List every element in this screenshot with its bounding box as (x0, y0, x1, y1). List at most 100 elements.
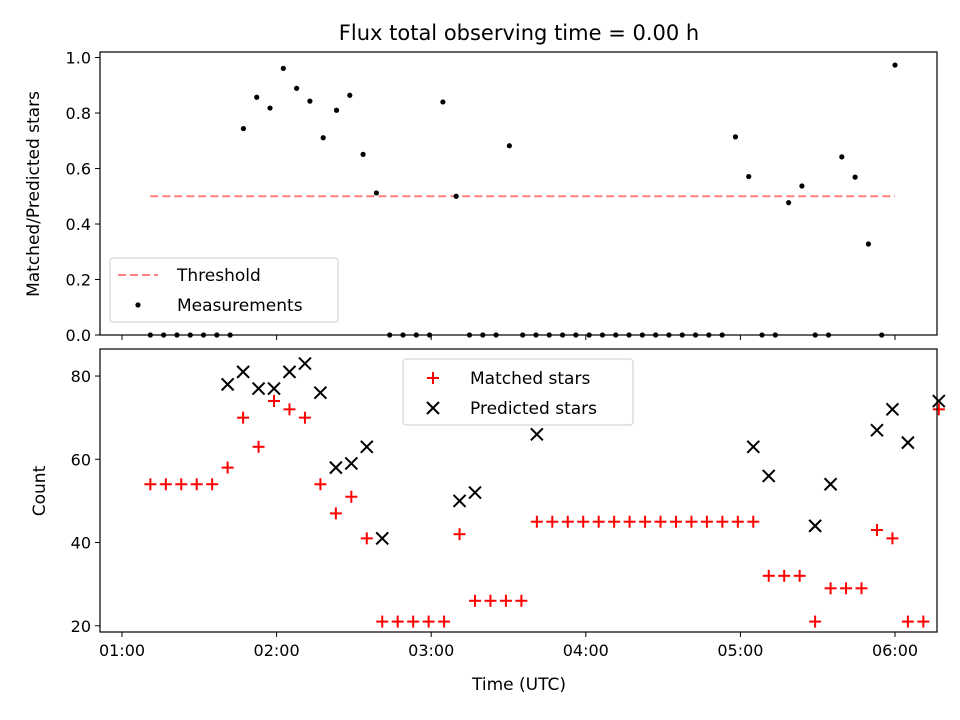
matched-star-point (669, 515, 682, 528)
matched-star-point (283, 403, 296, 416)
matched-star-point (438, 615, 451, 628)
matched-star-point (175, 478, 188, 491)
matched-star-point (747, 515, 760, 528)
bottom-x-tick-label: 06:00 (872, 641, 918, 660)
bottom-x-tick-label: 03:00 (408, 641, 454, 660)
top-y-tick-label: 0.2 (66, 271, 91, 290)
matched-star-point (855, 582, 868, 595)
predicted-star-point (251, 381, 266, 396)
measurement-point (240, 125, 247, 132)
measurement-point (373, 190, 379, 196)
measurement-point (333, 107, 340, 113)
chart-title: Flux total observing time = 0.00 h (339, 21, 699, 45)
matched-star-point (407, 615, 420, 628)
predicted-star-point (375, 531, 389, 546)
top-legend-box (109, 257, 339, 323)
bottom-y-axis-label: Count (30, 465, 50, 516)
predicted-star-point (313, 385, 328, 400)
matched-star-point (252, 440, 265, 453)
matched-star-point (484, 594, 497, 607)
predicted-star-point-b (251, 381, 266, 396)
predicted-star-point-b (298, 356, 312, 371)
predicted-star-point (808, 519, 822, 533)
measurement-point (294, 85, 300, 91)
matched-star-point (159, 478, 172, 491)
matched-star-point (886, 532, 899, 545)
top-axes-frame (99, 51, 938, 336)
measurement-point (506, 143, 512, 149)
legend-matched-swatch (427, 372, 439, 384)
bottom-y-tick-label: 20 (71, 617, 91, 636)
measurement-point (453, 193, 459, 199)
predicted-star-point (870, 423, 884, 437)
predicted-star-point (901, 435, 915, 450)
ratio-plot: 0.0 0.2 0.4 0.6 0.8 1.0 Threshold Measurements (66, 49, 938, 345)
predicted-star-point-b (932, 394, 946, 408)
matched-star-point (268, 395, 281, 408)
x-axis-label: Time (UTC) (471, 675, 566, 695)
bottom-legend: Matched stars Predicted stars (402, 358, 634, 426)
matched-star-point (654, 515, 667, 528)
predicted-star-point (329, 460, 343, 475)
matched-star-point (376, 615, 389, 628)
predicted-star-point (236, 365, 250, 379)
matched-star-point (577, 515, 590, 528)
predicted-star-point (220, 377, 235, 392)
matched-star-point (453, 528, 466, 541)
measurement-point (280, 65, 286, 71)
top-y-axis-label: Matched/Predicted stars (24, 91, 44, 297)
bottom-x-tick-label: 05:00 (717, 641, 763, 660)
matched-star-point (685, 515, 698, 528)
legend-predicted-swatch-b (426, 401, 440, 415)
matched-star-point (144, 478, 157, 491)
top-y-tick-label: 1.0 (66, 49, 91, 68)
matched-star-point (917, 615, 930, 628)
measurement-point (254, 94, 260, 100)
matched-star-point (716, 515, 729, 528)
predicted-star-point-b (762, 469, 776, 483)
measurement-point (746, 173, 752, 180)
bottom-x-tick-label: 01:00 (99, 641, 145, 660)
measurement-point (865, 241, 872, 247)
predicted-star-point (530, 427, 544, 442)
matched-star-point (809, 615, 822, 628)
measurement-point (732, 134, 739, 140)
predicted-star-point (823, 477, 838, 491)
predicted-star-point-b (267, 381, 281, 396)
bottom-y-tick-label: 40 (71, 534, 91, 553)
predicted-star-point-b (344, 456, 359, 471)
matched-star-point (530, 515, 543, 528)
matched-star-point (932, 403, 945, 416)
measurement-point (839, 154, 845, 160)
matched-star-point (298, 411, 311, 424)
top-legend: Threshold Measurements (109, 257, 339, 323)
legend-threshold-label: Threshold (176, 266, 261, 286)
bottom-x-tick-label: 02:00 (254, 641, 300, 660)
predicted-star-point (452, 494, 467, 508)
matched-star-point (221, 461, 234, 474)
matched-star-point (592, 515, 605, 528)
top-y-tick-label: 0.4 (66, 215, 91, 234)
predicted-star-point-b (452, 494, 467, 508)
predicted-star-point (267, 381, 281, 396)
matched-star-point (515, 594, 528, 607)
predicted-star-point-b (530, 427, 544, 442)
matched-star-point (314, 478, 327, 491)
bottom-legend-box (402, 358, 634, 426)
predicted-star-point-b (823, 477, 838, 491)
matched-star-point (206, 478, 219, 491)
matched-star-point (608, 515, 621, 528)
predicted-star-point-b (885, 402, 900, 417)
predicted-star-point-b (468, 485, 482, 500)
predicted-star-point (746, 440, 760, 454)
matched-star-point (469, 594, 482, 607)
legend-measurements-swatch (135, 302, 141, 308)
matched-star-point (190, 478, 203, 491)
matched-star-point (824, 582, 837, 595)
measurement-point (360, 151, 366, 157)
legend-predicted-label: Predicted stars (470, 399, 597, 419)
top-y-tick-label: 0.6 (66, 160, 91, 179)
matched-star-point (546, 515, 559, 528)
matched-star-point (422, 615, 435, 628)
predicted-star-point (344, 456, 359, 471)
